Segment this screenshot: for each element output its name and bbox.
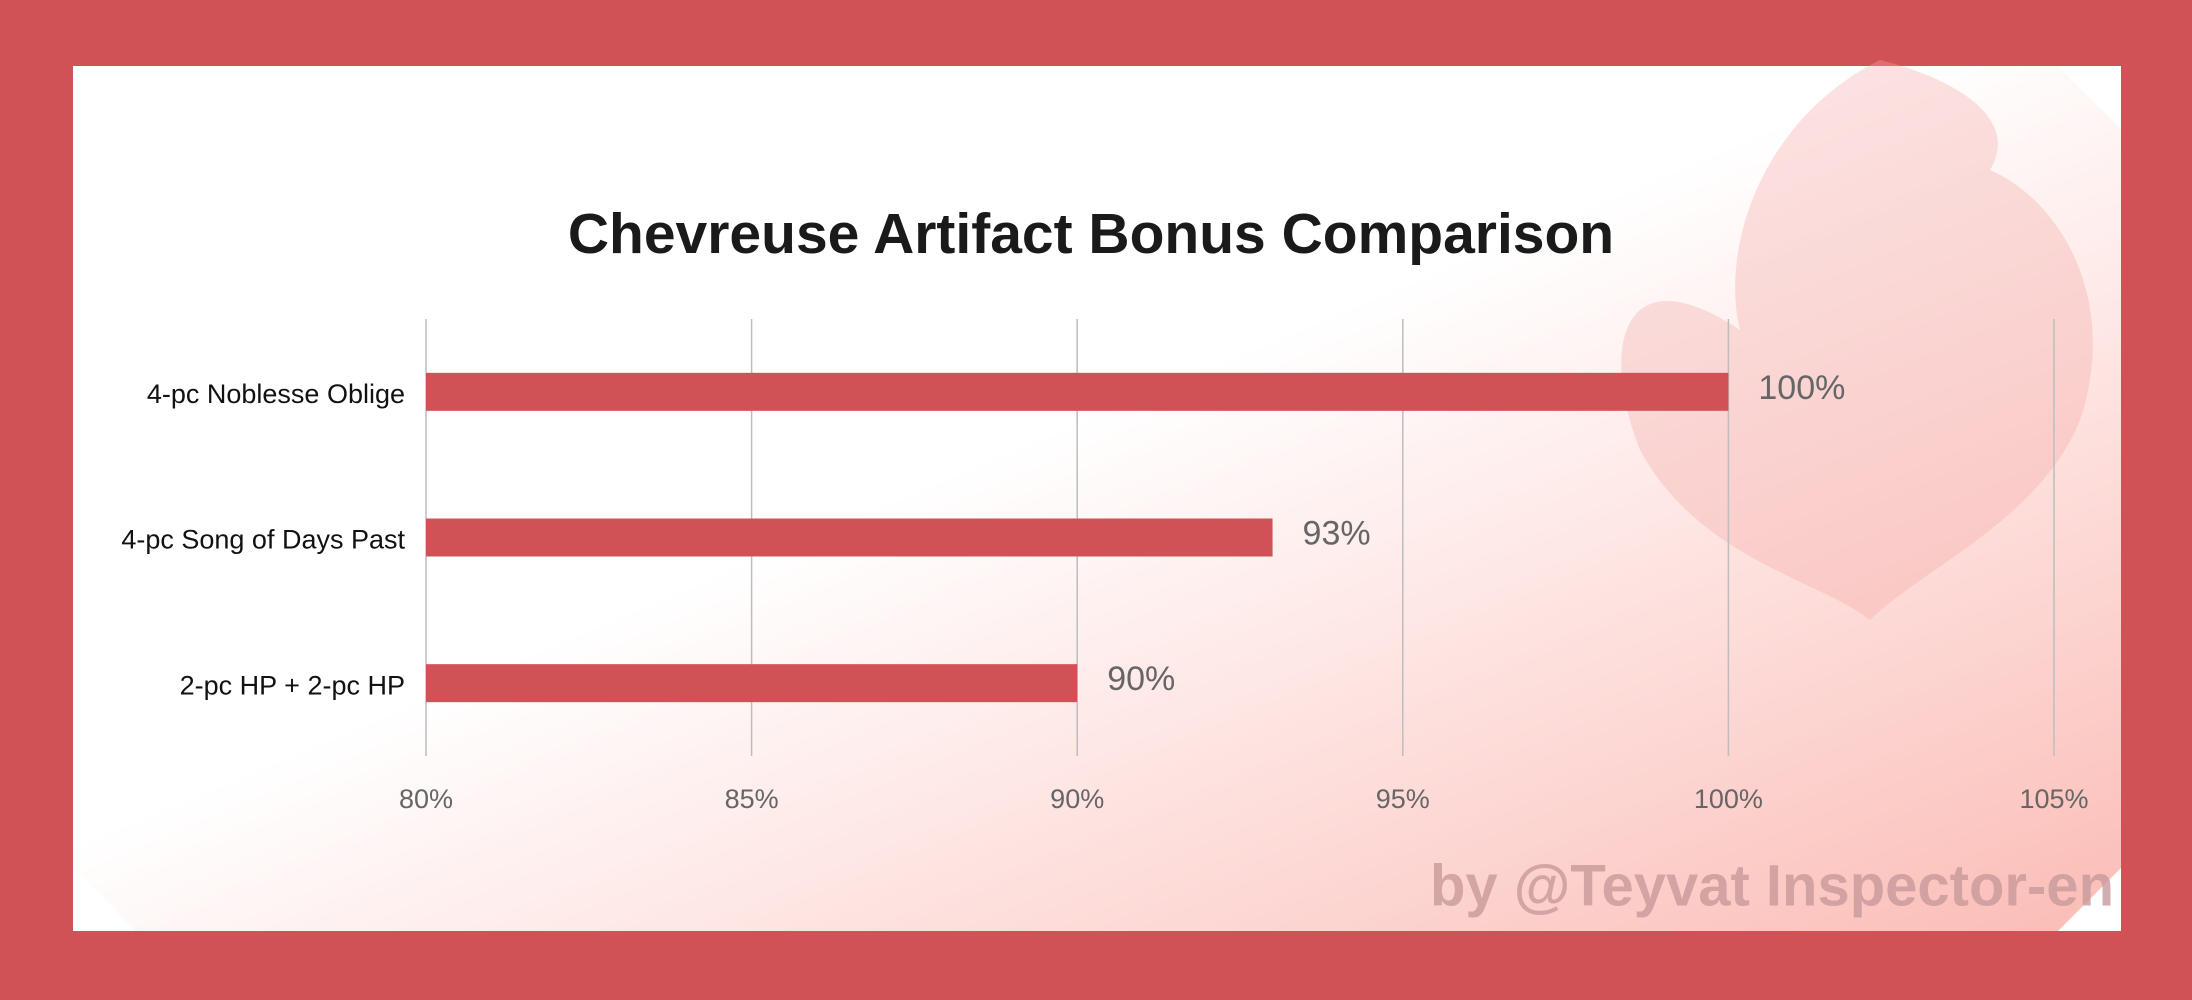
value-label: 93% bbox=[1303, 514, 1371, 552]
x-tick-label: 80% bbox=[399, 784, 453, 814]
y-tick-label: 4-pc Song of Days Past bbox=[121, 525, 405, 555]
x-tick-label: 100% bbox=[1694, 784, 1763, 814]
x-tick-label: 95% bbox=[1376, 784, 1430, 814]
y-tick-label: 4-pc Noblesse Oblige bbox=[147, 379, 405, 409]
x-tick-label: 90% bbox=[1050, 784, 1104, 814]
bar bbox=[426, 664, 1078, 703]
watermark: by @Teyvat Inspector-en bbox=[1430, 853, 2114, 918]
bar bbox=[426, 372, 1729, 411]
x-tick-label: 105% bbox=[2019, 784, 2088, 814]
value-label: 100% bbox=[1758, 369, 1845, 407]
chart-title: Chevreuse Artifact Bonus Comparison bbox=[568, 202, 1614, 266]
x-tick-label: 85% bbox=[725, 784, 779, 814]
decor-flame bbox=[1621, 60, 2093, 620]
panel bbox=[73, 66, 2121, 931]
y-tick-label: 2-pc HP + 2-pc HP bbox=[180, 670, 405, 700]
bar bbox=[426, 518, 1273, 557]
value-label: 90% bbox=[1107, 660, 1175, 698]
